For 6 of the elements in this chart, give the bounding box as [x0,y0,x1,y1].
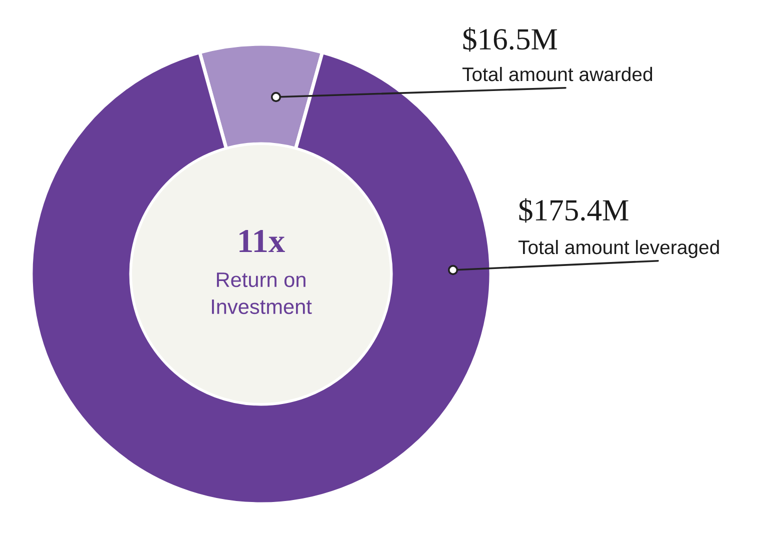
slice-label: Total amount leveraged [518,240,719,258]
text: 11x [240,230,285,252]
slice-label: Total amount awarded [462,66,652,82]
text: Return on Investment [212,272,312,314]
data-label: $16.5M [463,27,558,52]
data-label: $175.4M [519,198,628,223]
